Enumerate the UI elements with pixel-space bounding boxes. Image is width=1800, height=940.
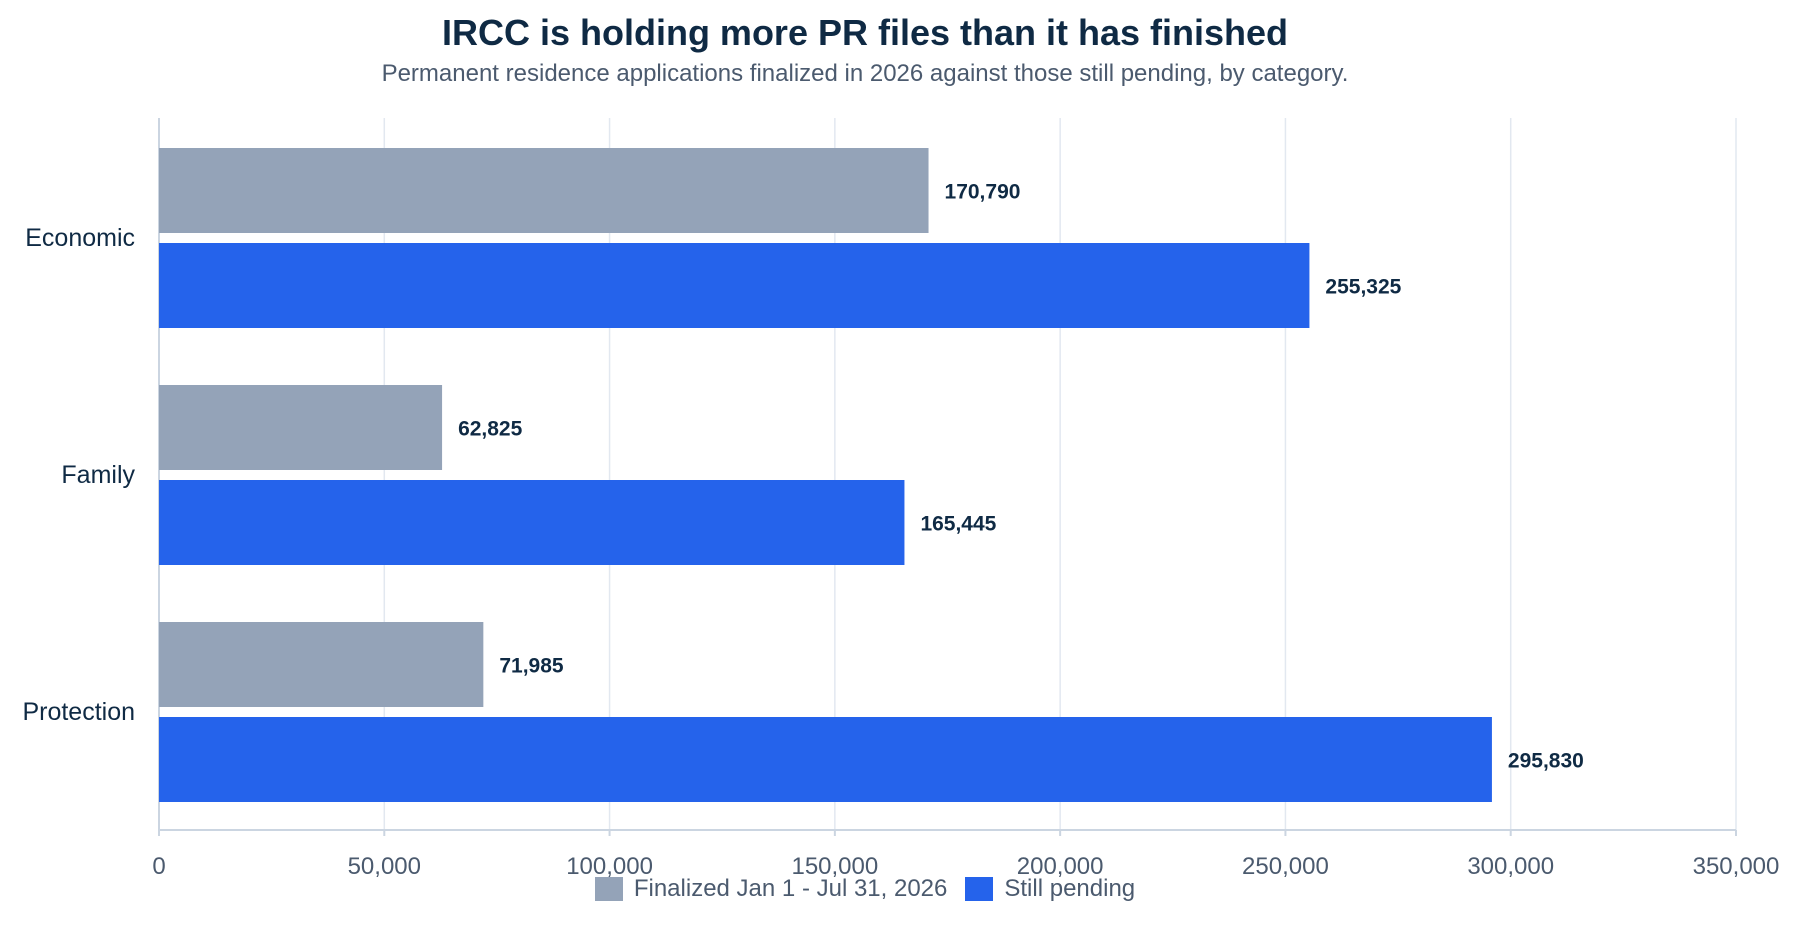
legend-label-pending: Still pending [1004,875,1136,902]
chart-title: IRCC is holding more PR files than it ha… [441,12,1289,53]
legend-item-finalized: Finalized Jan 1 - Jul 31, 2026 [594,875,948,903]
legend-swatch-finalized [594,877,623,901]
x-tick-label: 50,000 [348,853,421,880]
x-tick-label: 300,000 [1467,853,1554,880]
data-label: 71,985 [499,655,564,678]
bar-pending [159,243,1310,328]
x-tick-label: 250,000 [1242,853,1329,880]
bar-pending [159,480,905,565]
data-label: 165,445 [920,513,996,536]
data-label: 255,325 [1325,276,1401,299]
data-label: 62,825 [458,418,523,441]
data-label: 295,830 [1508,750,1584,773]
x-tick-label: 350,000 [1693,853,1780,880]
x-tick-label: 150,000 [791,853,878,880]
bar-finalized [159,622,484,707]
category-label: Protection [22,698,135,726]
category-label: Family [61,461,135,489]
x-tick-label: 200,000 [1017,853,1104,880]
category-label: Economic [25,224,135,252]
bar-finalized [159,385,443,470]
chart-subtitle: Permanent residence applications finaliz… [381,60,1349,87]
legend-swatch-pending [965,877,994,901]
chart-legend: Finalized Jan 1 - Jul 31, 2026 Still pen… [0,875,1730,903]
bar-pending [159,717,1492,802]
legend-label-finalized: Finalized Jan 1 - Jul 31, 2026 [633,875,948,902]
legend-item-pending: Still pending [965,875,1135,903]
data-label: 170,790 [945,181,1021,204]
x-tick-label: 0 [152,853,165,880]
bar-finalized [159,148,929,233]
x-tick-label: 100,000 [566,853,653,880]
